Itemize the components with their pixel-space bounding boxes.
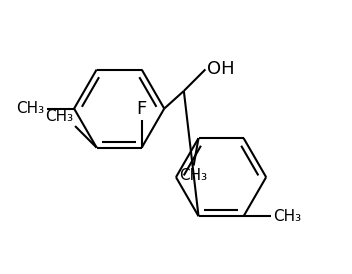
Text: CH₃: CH₃ xyxy=(45,109,73,124)
Text: CH₃: CH₃ xyxy=(17,101,45,116)
Text: CH₃: CH₃ xyxy=(273,209,301,224)
Text: F: F xyxy=(137,100,147,118)
Text: OH: OH xyxy=(207,60,235,78)
Text: CH₃: CH₃ xyxy=(180,167,208,182)
